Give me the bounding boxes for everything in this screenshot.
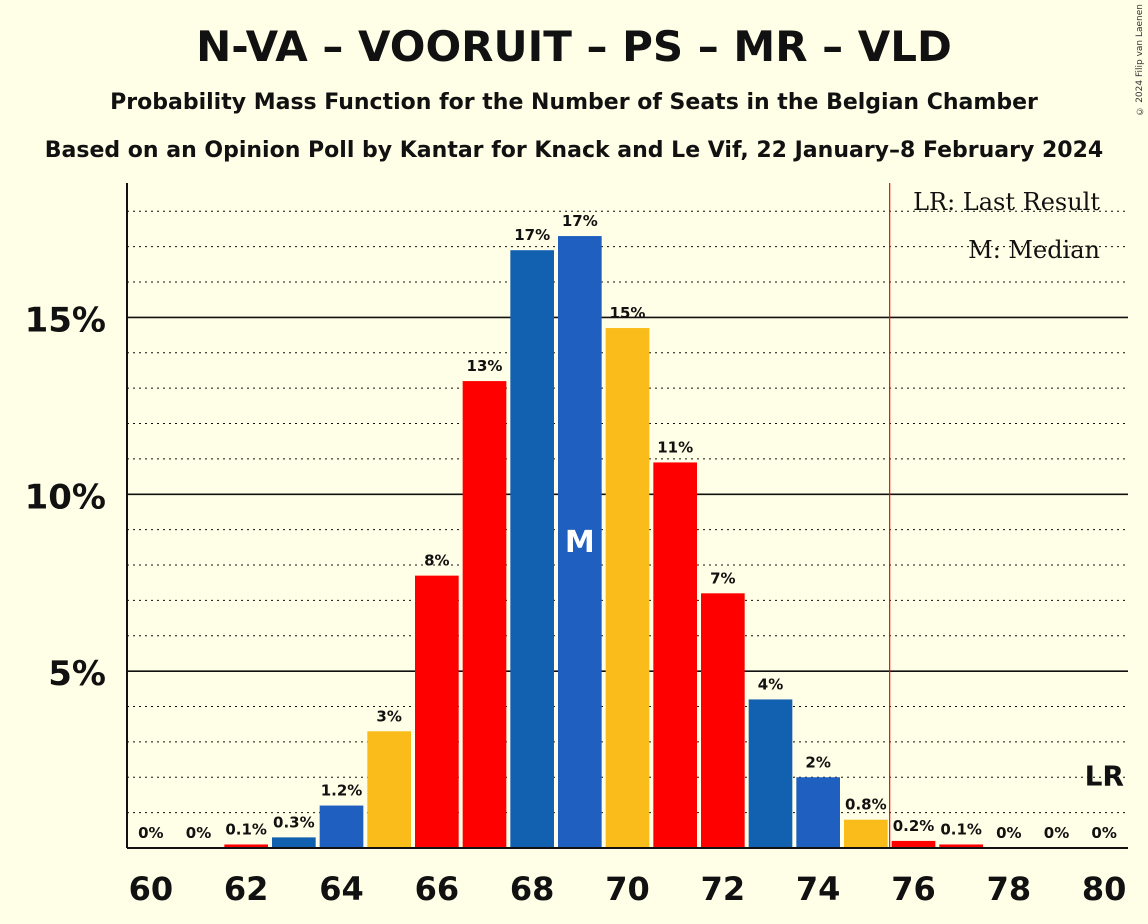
x-tick-label: 78 [987, 870, 1032, 908]
bar-label-seat-66: 8% [424, 552, 449, 570]
chart-subtitle: Probability Mass Function for the Number… [110, 90, 1038, 115]
bar-seat-70 [605, 328, 650, 848]
bar-label-seat-61: 0% [186, 824, 211, 842]
legend-last-result: LR: Last Result [913, 188, 1100, 216]
bar-label-seat-67: 13% [467, 357, 503, 375]
bar-label-seat-80: 0% [1091, 824, 1116, 842]
x-tick-label: 64 [319, 870, 364, 908]
y-tick-labels: 5% 10% 15% [25, 300, 106, 694]
bar-seat-65 [367, 731, 411, 848]
x-tick-label: 68 [510, 870, 555, 908]
y-tick-label: 15% [25, 300, 106, 340]
bar-label-seat-68: 17% [514, 226, 550, 244]
bar-label-seat-77: 0.1% [940, 820, 982, 838]
bar-seat-69 [558, 236, 602, 848]
last-result-marker: LR [1085, 759, 1124, 792]
bar-seat-62 [224, 844, 268, 848]
legend-median: M: Median [968, 236, 1100, 264]
bar-label-seat-78: 0% [996, 824, 1021, 842]
bar-seat-68 [510, 250, 554, 848]
x-tick-label: 66 [415, 870, 460, 908]
bar-seat-67 [462, 381, 507, 848]
bar-seat-66 [415, 575, 459, 848]
bar-seat-76 [891, 840, 936, 848]
bar-label-seat-64: 1.2% [321, 782, 363, 800]
x-tick-label: 74 [796, 870, 841, 908]
bar-label-seat-71: 11% [657, 438, 693, 456]
bar-label-seat-75: 0.8% [845, 796, 887, 814]
bar-seat-74 [796, 777, 840, 848]
x-tick-label: 80 [1082, 870, 1127, 908]
bar-label-seat-69: 17% [562, 212, 598, 230]
bar-seat-72 [701, 593, 745, 848]
bar-label-seat-72: 7% [710, 569, 735, 587]
bar-seat-71 [653, 462, 697, 848]
chart-title: N-VA – VOORUIT – PS – MR – VLD [196, 22, 952, 71]
y-tick-label: 10% [25, 477, 106, 517]
x-tick-label: 62 [224, 870, 269, 908]
bar-seat-63 [272, 837, 316, 848]
x-tick-label: 70 [605, 870, 650, 908]
y-tick-label: 5% [48, 654, 106, 694]
bar-label-seat-60: 0% [138, 824, 163, 842]
x-tick-labels: 60 62 64 66 68 70 72 74 76 78 80 [129, 870, 1127, 908]
x-tick-label: 72 [701, 870, 746, 908]
bar-value-labels: 0% 0% 0.1% 0.3% 1.2% 3% 8% 13% 17% 17% 15% 11% 7% 4% 2… [138, 212, 1117, 842]
bar-label-seat-73: 4% [758, 675, 783, 693]
x-tick-label: 60 [129, 870, 174, 908]
bar-seat-75 [844, 819, 888, 848]
bar-seat-77 [939, 844, 983, 848]
bar-label-seat-76: 0.2% [893, 817, 935, 835]
bar-label-seat-79: 0% [1044, 824, 1069, 842]
gridlines [127, 210, 1128, 814]
bar-label-seat-65: 3% [376, 707, 401, 725]
chart-subtitle-source: Based on an Opinion Poll by Kantar for K… [44, 138, 1104, 163]
bar-seat-73 [748, 699, 793, 848]
x-tick-label: 76 [891, 870, 936, 908]
bar-label-seat-62: 0.1% [225, 820, 267, 838]
median-marker: M [565, 525, 595, 560]
bars-group [224, 236, 983, 848]
bar-label-seat-63: 0.3% [273, 813, 315, 831]
bar-label-seat-74: 2% [805, 753, 830, 771]
bar-seat-64 [319, 805, 364, 848]
bar-label-seat-70: 15% [610, 304, 646, 322]
